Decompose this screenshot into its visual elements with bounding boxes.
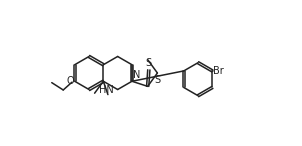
Text: S: S xyxy=(146,58,152,68)
Text: HN: HN xyxy=(99,85,114,94)
Text: N: N xyxy=(133,70,140,80)
Text: Br: Br xyxy=(213,66,224,76)
Text: O: O xyxy=(66,76,74,86)
Text: S: S xyxy=(154,75,160,85)
